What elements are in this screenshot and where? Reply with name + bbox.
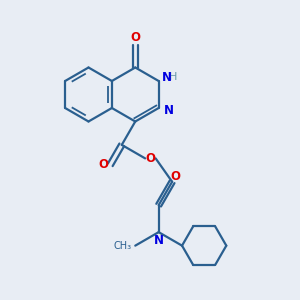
Text: O: O bbox=[130, 31, 140, 44]
Text: N: N bbox=[162, 71, 172, 85]
Text: N: N bbox=[164, 104, 174, 118]
Text: N: N bbox=[154, 234, 164, 247]
Text: O: O bbox=[170, 170, 180, 183]
Text: H: H bbox=[169, 72, 177, 82]
Text: O: O bbox=[146, 152, 155, 165]
Text: CH₃: CH₃ bbox=[113, 241, 132, 250]
Text: O: O bbox=[99, 158, 109, 171]
